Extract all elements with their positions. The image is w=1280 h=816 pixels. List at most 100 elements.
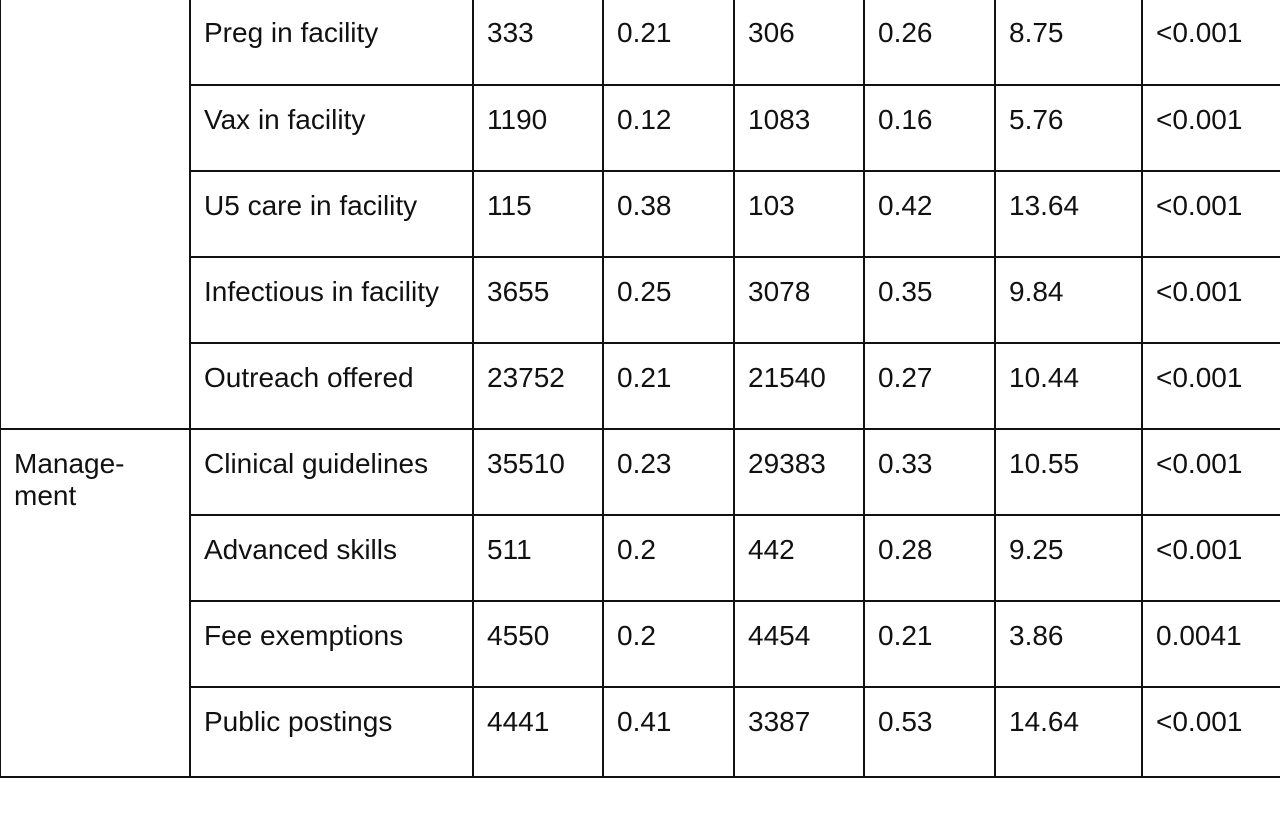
col-3-value: 3387 — [748, 706, 811, 737]
table-cell: Fee exemptions — [189, 600, 474, 688]
table-cell: 3655 — [472, 256, 604, 344]
col-2-value: 0.21 — [617, 362, 672, 393]
col-1-value: 35510 — [487, 448, 565, 479]
table-cell: 4550 — [472, 600, 604, 688]
table-cell: 0.53 — [863, 686, 996, 778]
table-cell: Preg in facility — [189, 0, 474, 86]
table-cell: 23752 — [472, 342, 604, 430]
table-row: Fee exemptions 4550 0.2 4454 0.21 3.86 0.0041 — [0, 600, 1280, 688]
col-5-value: 10.55 — [1009, 448, 1080, 479]
row-label: Public postings — [204, 706, 393, 737]
table-row: Outreach offered 23752 0.21 21540 0.27 10.44 <… — [0, 342, 1280, 430]
p-value: <0.001 — [1156, 104, 1243, 135]
table-cell: 14.64 — [994, 686, 1143, 778]
col-4-value: 0.35 — [878, 276, 933, 307]
p-value: <0.001 — [1156, 190, 1243, 221]
col-3-value: 1083 — [748, 104, 811, 135]
table-cell: <0.001 — [1141, 170, 1280, 258]
p-value: 0.0041 — [1156, 620, 1242, 651]
col-2-value: 0.2 — [617, 620, 656, 651]
table-row: Manage- ment Clinical guidelines 35510 0.23… — [0, 428, 1280, 778]
table-cell: 0.2 — [602, 600, 735, 688]
data-table: Preg in facility 333 0.21 306 0.26 8.75 <0.001… — [0, 0, 1280, 778]
col-1-value: 23752 — [487, 362, 565, 393]
col-4-value: 0.16 — [878, 104, 933, 135]
col-2-value: 0.23 — [617, 448, 672, 479]
table-cell: <0.001 — [1141, 514, 1280, 602]
col-1-value: 4441 — [487, 706, 550, 737]
table-row: Preg in facility 333 0.21 306 0.26 8.75 <0.001 — [0, 0, 1280, 430]
group-cell — [0, 0, 191, 430]
table-cell: Clinical guidelines — [189, 428, 474, 516]
table-cell: 0.23 — [602, 428, 735, 516]
p-value: <0.001 — [1156, 17, 1243, 48]
col-5-value: 8.75 — [1009, 17, 1064, 48]
table-cell: 21540 — [733, 342, 865, 430]
table-cell: <0.001 — [1141, 256, 1280, 344]
group-cell: Manage- ment — [0, 428, 191, 778]
col-3-value: 306 — [748, 17, 795, 48]
p-value: <0.001 — [1156, 362, 1243, 393]
col-5-value: 5.76 — [1009, 104, 1064, 135]
col-5-value: 13.64 — [1009, 190, 1080, 221]
row-label: Advanced skills — [204, 534, 397, 565]
table-body: Preg in facility 333 0.21 306 0.26 8.75 <0.001… — [0, 0, 1280, 778]
col-4-value: 0.26 — [878, 17, 933, 48]
table-cell: 0.35 — [863, 256, 996, 344]
table-cell: 1190 — [472, 84, 604, 172]
table-cell: <0.001 — [1141, 0, 1280, 86]
table-cell: 0.38 — [602, 170, 735, 258]
table-cell: 4454 — [733, 600, 865, 688]
col-4-value: 0.42 — [878, 190, 933, 221]
col-3-value: 103 — [748, 190, 795, 221]
col-1-value: 3655 — [487, 276, 550, 307]
p-value: <0.001 — [1156, 534, 1243, 565]
table-cell: Infectious in facility — [189, 256, 474, 344]
p-value: <0.001 — [1156, 276, 1243, 307]
table-cell: 10.44 — [994, 342, 1143, 430]
col-2-value: 0.25 — [617, 276, 672, 307]
table-cell: 0.26 — [863, 0, 996, 86]
table-cell: 10.55 — [994, 428, 1143, 516]
col-5-value: 9.84 — [1009, 276, 1064, 307]
group-label — [1, 0, 189, 17]
p-value: <0.001 — [1156, 706, 1243, 737]
table-cell: 442 — [733, 514, 865, 602]
col-2-value: 0.21 — [617, 17, 672, 48]
col-3-value: 29383 — [748, 448, 826, 479]
table-cell: Outreach offered — [189, 342, 474, 430]
table-row: U5 care in facility 115 0.38 103 0.42 13.64 <0… — [0, 170, 1280, 258]
col-1-value: 511 — [487, 534, 532, 565]
col-4-value: 0.21 — [878, 620, 933, 651]
row-label: Outreach offered — [204, 362, 414, 393]
col-5-value: 9.25 — [1009, 534, 1064, 565]
table-cell: 0.41 — [602, 686, 735, 778]
table-cell: <0.001 — [1141, 428, 1280, 516]
table-cell: 511 — [472, 514, 604, 602]
table-cell: 0.27 — [863, 342, 996, 430]
table-cell: 3078 — [733, 256, 865, 344]
table-cell: U5 care in facility — [189, 170, 474, 258]
col-2-value: 0.12 — [617, 104, 672, 135]
table-cell: 29383 — [733, 428, 865, 516]
col-4-value: 0.33 — [878, 448, 933, 479]
table-cell: 1083 — [733, 84, 865, 172]
table-cell: 9.84 — [994, 256, 1143, 344]
table-cell: Public postings — [189, 686, 474, 778]
col-5-value: 10.44 — [1009, 362, 1080, 393]
col-1-value: 1190 — [487, 104, 548, 135]
table-cell: 0.21 — [602, 0, 735, 86]
col-2-value: 0.2 — [617, 534, 656, 565]
table-cell: 0.42 — [863, 170, 996, 258]
col-5-value: 3.86 — [1009, 620, 1064, 651]
table-cell: 0.33 — [863, 428, 996, 516]
table-row: Advanced skills 511 0.2 442 0.28 9.25 <0.001 — [0, 514, 1280, 602]
row-label: U5 care in facility — [204, 190, 418, 221]
table-cell: Vax in facility — [189, 84, 474, 172]
table-cell: 3387 — [733, 686, 865, 778]
table-cell: 333 — [472, 0, 604, 86]
table-cell: 0.16 — [863, 84, 996, 172]
table-cell: 306 — [733, 0, 865, 86]
table-cell: <0.001 — [1141, 342, 1280, 430]
table-cell: 103 — [733, 170, 865, 258]
